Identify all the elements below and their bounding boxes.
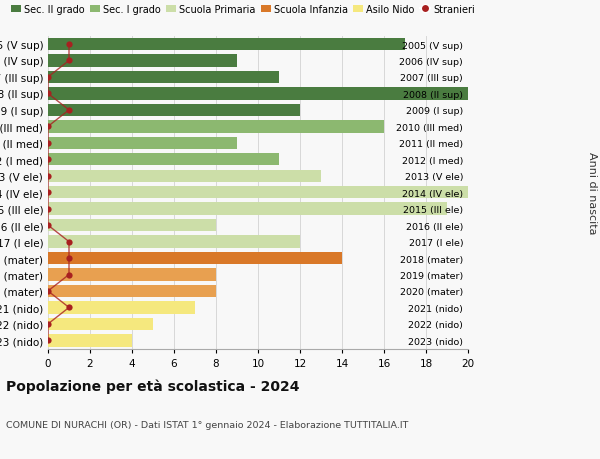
Bar [48,137,237,150]
Text: Anni di nascita: Anni di nascita [587,151,597,234]
Bar [48,236,300,248]
Bar [48,105,300,117]
Bar [48,219,216,232]
Bar [48,55,237,67]
Bar [48,72,279,84]
Text: COMUNE DI NURACHI (OR) - Dati ISTAT 1° gennaio 2024 - Elaborazione TUTTITALIA.IT: COMUNE DI NURACHI (OR) - Dati ISTAT 1° g… [6,420,409,429]
Bar [48,285,216,297]
Bar [48,269,216,281]
Legend: Sec. II grado, Sec. I grado, Scuola Primaria, Scuola Infanzia, Asilo Nido, Stran: Sec. II grado, Sec. I grado, Scuola Prim… [11,5,475,15]
Bar [48,187,468,199]
Bar [48,302,195,314]
Bar [48,318,153,330]
Bar [48,170,321,183]
Bar [48,39,405,51]
Bar [48,335,132,347]
Bar [48,154,279,166]
Bar [48,121,384,133]
Bar [48,252,342,265]
Bar [48,203,447,215]
Text: Popolazione per età scolastica - 2024: Popolazione per età scolastica - 2024 [6,379,299,393]
Bar [48,88,468,101]
